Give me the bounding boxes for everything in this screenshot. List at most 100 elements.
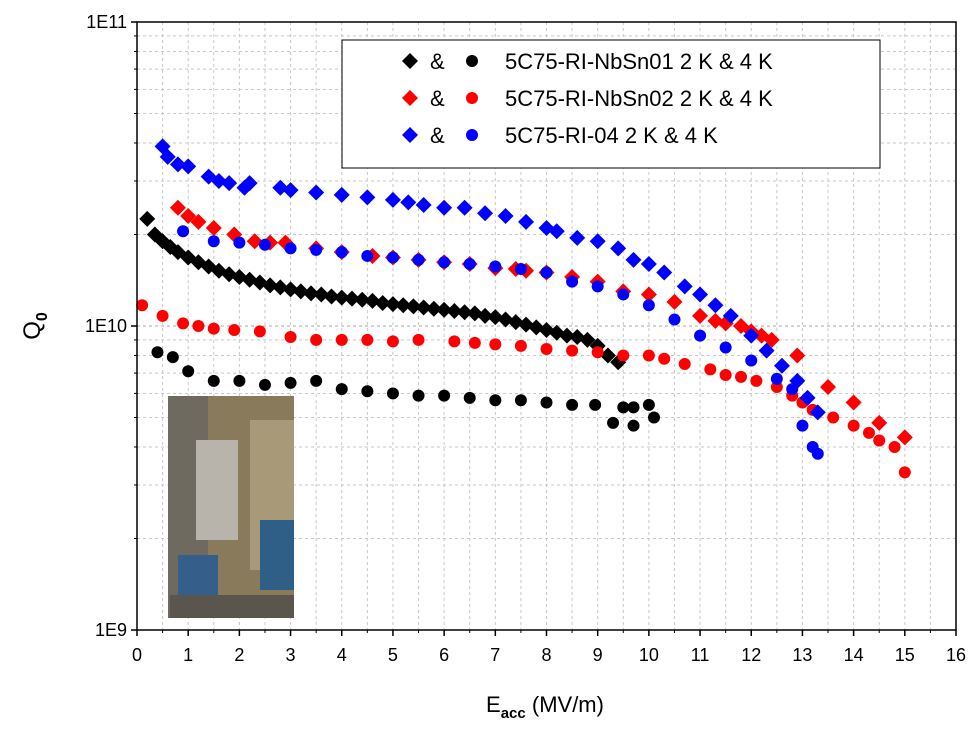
diamond-marker — [477, 307, 494, 324]
legend-label: 5C75-RI-04 2 K & 4 K — [505, 123, 718, 148]
circle-marker — [617, 401, 630, 414]
circle-marker — [233, 374, 246, 387]
diamond-marker — [272, 279, 289, 296]
circle-marker — [898, 466, 911, 479]
diamond-marker — [871, 414, 888, 431]
diamond-marker — [845, 394, 862, 411]
diamond-marker — [323, 288, 340, 305]
diamond-marker — [395, 297, 412, 314]
circle-marker — [207, 322, 220, 335]
diamond-marker — [400, 194, 417, 211]
x-tick-label: 16 — [946, 645, 966, 665]
diamond-marker — [722, 307, 739, 324]
diamond-marker — [692, 307, 709, 324]
legend-label: 5C75-RI-NbSn02 2 K & 4 K — [505, 86, 773, 111]
circle-marker — [811, 447, 824, 460]
x-tick-label: 7 — [490, 645, 500, 665]
circle-marker — [566, 275, 579, 288]
circle-marker — [627, 419, 640, 432]
diamond-marker — [579, 331, 596, 348]
circle-marker — [770, 372, 783, 385]
x-tick-label: 2 — [234, 645, 244, 665]
diamond-marker — [773, 357, 790, 374]
circle-marker — [658, 352, 671, 365]
x-axis-label: Eacc (MV/m) — [486, 692, 604, 722]
diamond-marker — [159, 148, 176, 165]
circle-marker — [386, 251, 399, 264]
y-tick-label: 1E10 — [85, 316, 127, 336]
y-label-sub: 0 — [34, 312, 51, 321]
circle-marker — [704, 363, 717, 376]
circle-marker — [386, 387, 399, 400]
circle-marker — [233, 236, 246, 249]
circle-marker — [448, 335, 461, 348]
circle-marker — [438, 389, 451, 402]
diamond-marker — [799, 389, 816, 406]
y-axis-label: Q0 — [19, 312, 51, 340]
diamond-marker — [333, 186, 350, 203]
x-tick-label: 11 — [691, 645, 710, 665]
diamond-marker — [180, 158, 197, 175]
circle-marker — [617, 349, 630, 362]
circle-marker — [156, 309, 169, 322]
circle-marker — [540, 343, 553, 356]
circle-marker — [647, 411, 660, 424]
circle-marker — [335, 333, 348, 346]
x-tick-label: 4 — [337, 645, 347, 665]
circle-marker — [253, 325, 266, 338]
diamond-marker — [384, 296, 401, 313]
circle-marker — [642, 398, 655, 411]
circle-marker — [466, 129, 478, 141]
diamond-marker — [707, 297, 724, 314]
diamond-marker — [402, 127, 418, 143]
circle-marker — [627, 401, 640, 414]
circle-marker — [514, 339, 527, 352]
y-tick-label: 1E11 — [86, 12, 127, 32]
circle-marker — [284, 376, 297, 389]
diamond-marker — [446, 303, 463, 320]
diamond-marker — [308, 184, 325, 201]
diamond-marker — [303, 285, 320, 302]
diamond-marker — [139, 210, 156, 227]
circle-marker — [642, 349, 655, 362]
circle-marker — [412, 253, 425, 266]
y-tick-label: 1E9 — [95, 620, 127, 640]
diamond-marker — [569, 229, 586, 246]
circle-marker — [873, 434, 886, 447]
diamond-marker — [333, 289, 350, 306]
inset-photo — [168, 396, 294, 618]
legend-label: 5C75-RI-NbSn01 2 K & 4 K — [505, 49, 773, 74]
diamond-marker — [589, 233, 606, 250]
diamond-marker — [354, 291, 371, 308]
circle-marker — [888, 440, 901, 453]
circle-marker — [750, 374, 763, 387]
y-label-main: Q — [19, 321, 46, 340]
x-label-main: E — [486, 692, 501, 717]
diamond-marker — [743, 327, 760, 344]
legend-separator: & — [430, 49, 445, 74]
circle-marker — [489, 394, 502, 407]
circle-marker — [489, 338, 502, 351]
circle-marker — [745, 354, 758, 367]
circle-marker — [591, 346, 604, 359]
circle-marker — [310, 374, 323, 387]
x-tick-label: 9 — [593, 645, 603, 665]
circle-marker — [468, 336, 481, 349]
legend-box — [341, 39, 881, 169]
circle-marker — [335, 383, 348, 396]
circle-marker — [310, 243, 323, 256]
x-tick-label: 6 — [439, 645, 449, 665]
circle-marker — [796, 419, 809, 432]
diamond-marker — [656, 264, 673, 281]
circle-marker — [207, 374, 220, 387]
diamond-marker — [625, 251, 642, 268]
diamond-marker — [262, 277, 279, 294]
diamond-marker — [241, 175, 258, 192]
diamond-marker — [169, 199, 186, 216]
diamond-marker — [313, 286, 330, 303]
diamond-marker — [497, 208, 514, 225]
diamond-marker — [548, 223, 565, 240]
diamond-marker — [456, 199, 473, 216]
diamond-marker — [221, 175, 238, 192]
